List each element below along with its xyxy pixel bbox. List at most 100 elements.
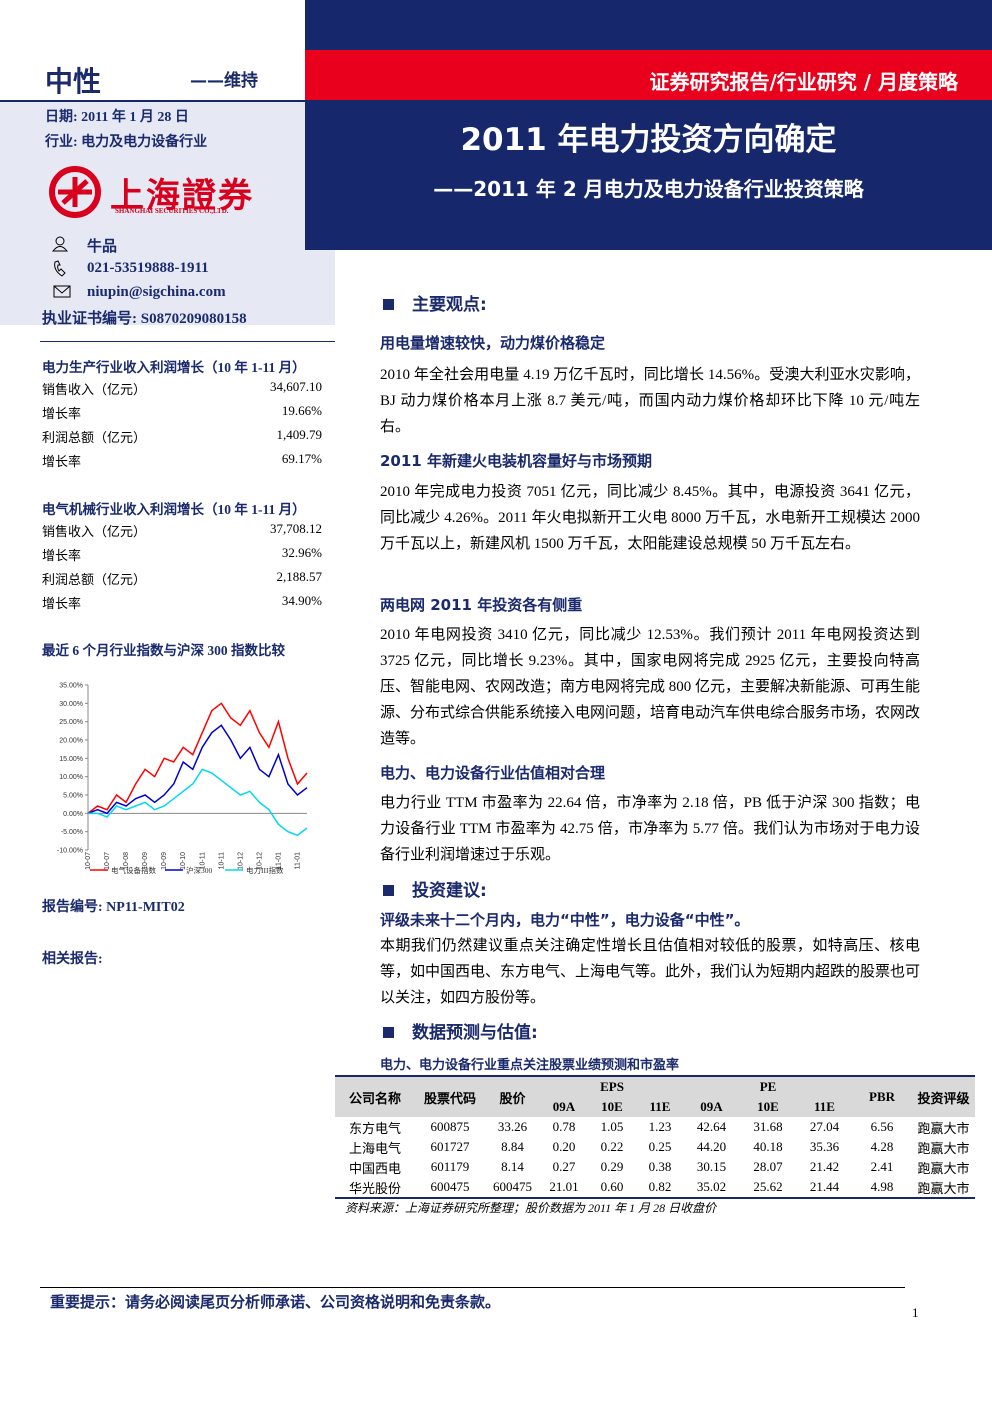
x-tick-label: 10-08 bbox=[123, 852, 130, 870]
logo-en: SHANGHAI SECURITIES CO.,LTD. bbox=[115, 207, 229, 215]
data-row: 上海电气 601727 8.84 0.20 0.22 0.25 44.20 40.18 35.3… bbox=[335, 1137, 975, 1157]
y-tick-label: 15.00% bbox=[59, 756, 83, 763]
cell: 25.62 bbox=[753, 1179, 783, 1194]
cell: 0.20 bbox=[552, 1139, 576, 1154]
cell: 0.78 bbox=[552, 1119, 576, 1134]
subheading: 电力、电力设备行业估值相对合理 bbox=[380, 764, 606, 782]
cell: 6.56 bbox=[870, 1119, 894, 1134]
heading-text: 主要观点: bbox=[412, 295, 487, 315]
cell: 0.60 bbox=[600, 1179, 624, 1194]
paragraph: 2010 年电网投资 3410 亿元，同比减少 12.53%。我们预计 2011… bbox=[380, 627, 921, 747]
paragraph: 电力行业 TTM 市盈率为 22.64 倍，市净率为 2.18 倍，PB 低于沪… bbox=[380, 795, 920, 863]
cell: 上海电气 bbox=[348, 1140, 401, 1156]
bullet bbox=[383, 1027, 394, 1038]
x-tick-label: 10-07 bbox=[104, 852, 111, 870]
row-label: 增长率 bbox=[42, 406, 82, 421]
y-tick-label: -10.00% bbox=[57, 848, 83, 855]
page-number: 1 bbox=[912, 1305, 919, 1320]
row-value: 34.90% bbox=[281, 593, 322, 608]
row-value: 1,409.79 bbox=[276, 427, 323, 442]
cell: 21.42 bbox=[809, 1159, 840, 1174]
analyst: 牛品 bbox=[87, 239, 118, 255]
rule bbox=[40, 341, 335, 342]
cell: 42.64 bbox=[696, 1119, 727, 1134]
cell: 33.26 bbox=[497, 1119, 528, 1134]
chart: -10.00% -5.00% 0.00% 5.00% 10.00% 15.00% 20.00… bbox=[57, 683, 308, 875]
rule bbox=[40, 1287, 905, 1288]
heading-text: 数据预测与估值: bbox=[412, 1023, 538, 1043]
cell: 600875 bbox=[430, 1119, 470, 1134]
table-title: 电力、电力设备行业重点关注股票业绩预测和市盈率 bbox=[380, 1058, 680, 1073]
cell: 601727 bbox=[430, 1139, 470, 1154]
y-tick-label: 20.00% bbox=[59, 738, 83, 745]
cell: 跑赢大市 bbox=[917, 1140, 970, 1156]
row-value: 2,188.57 bbox=[276, 569, 323, 584]
cell: 跑赢大市 bbox=[917, 1160, 970, 1176]
row-value: 19.66% bbox=[281, 403, 322, 418]
table-title: 电力生产行业收入利润增长（10 年 1-11 月） bbox=[42, 360, 306, 375]
table-title: 电气机械行业收入利润增长（10 年 1-11 月） bbox=[42, 502, 306, 517]
rule bbox=[0, 100, 305, 102]
x-tick-label: 10-11 bbox=[218, 852, 225, 869]
cell: 35.02 bbox=[696, 1179, 727, 1194]
cell: 30.15 bbox=[696, 1159, 727, 1174]
cell: 中国西电 bbox=[348, 1160, 401, 1176]
series-line bbox=[87, 724, 308, 815]
y-tick-label: 35.00% bbox=[59, 683, 83, 690]
y-tick-label: 5.00% bbox=[63, 793, 83, 800]
header-cell: 股价 bbox=[499, 1090, 526, 1106]
row-label: 增长率 bbox=[42, 454, 82, 469]
header-cell: 投资评级 bbox=[917, 1090, 970, 1106]
cell: 2.41 bbox=[870, 1159, 894, 1174]
subheading: 两电网 2011 年投资各有侧重 bbox=[380, 596, 583, 614]
legend-label: 电力III指数 bbox=[246, 865, 284, 875]
data-row: 东方电气 600875 33.26 0.78 1.05 1.23 42.64 31.68 27.… bbox=[335, 1117, 975, 1137]
bullet bbox=[383, 299, 394, 310]
notice: 重要提示：请务必阅读尾页分析师承诺、公司资格说明和免责条款。 bbox=[50, 1295, 501, 1311]
x-tick-label: 10-12 bbox=[256, 852, 263, 870]
subheader-cell: 10E bbox=[757, 1099, 779, 1114]
bullet bbox=[383, 885, 394, 896]
subheader-cell: 11E bbox=[814, 1099, 835, 1114]
cell: 601179 bbox=[430, 1159, 470, 1174]
rating-change: ——维持 bbox=[190, 71, 258, 91]
cell: 21.01 bbox=[549, 1179, 579, 1194]
header-cell: 股票代码 bbox=[423, 1090, 476, 1106]
x-tick-label: 11-01 bbox=[294, 852, 301, 869]
subheading: 2011 年新建火电装机容量好与市场预期 bbox=[380, 452, 652, 470]
row-value: 69.17% bbox=[281, 451, 322, 466]
report-type: 证券研究报告/行业研究 / 月度策略 bbox=[649, 70, 958, 94]
red-bar bbox=[305, 50, 992, 100]
cell: 35.36 bbox=[809, 1139, 840, 1154]
row-label: 增长率 bbox=[42, 596, 82, 611]
report-no: 报告编号: NP11-MIT02 bbox=[42, 900, 185, 915]
cell: 8.14 bbox=[501, 1159, 524, 1174]
subheader-cell: 09A bbox=[700, 1099, 723, 1114]
series-line bbox=[88, 768, 308, 837]
data-row: 华光股份 600475 600475 21.01 0.60 0.82 35.02 25.62 2… bbox=[335, 1177, 975, 1198]
row-label: 销售收入（亿元） bbox=[42, 524, 147, 539]
header-cell: PE bbox=[759, 1079, 777, 1094]
cell: 0.22 bbox=[600, 1139, 624, 1154]
section-heading: 数据预测与估值: bbox=[383, 1018, 538, 1043]
subheader-cell: 09A bbox=[552, 1099, 576, 1114]
cell: 跑赢大市 bbox=[917, 1180, 970, 1196]
cell: 0.27 bbox=[552, 1159, 576, 1174]
cell: 跑赢大市 bbox=[917, 1120, 970, 1136]
row-label: 销售收入（亿元） bbox=[42, 382, 147, 397]
header-cell: 公司名称 bbox=[348, 1090, 401, 1106]
header-cell: PBR bbox=[869, 1089, 895, 1104]
legend-label: 沪深300 bbox=[186, 865, 212, 875]
section-heading: 主要观点: bbox=[383, 290, 487, 315]
header-row: 公司名称 股票代码 股价 EPS PE PBR 投资评级 bbox=[335, 1076, 975, 1106]
paragraph: 本期我们仍然建议重点关注确定性增长且估值相对较低的股票，如特高压、核电等，如中国… bbox=[380, 938, 921, 1006]
x-tick-label: 10-09 bbox=[161, 852, 168, 870]
cell: 31.68 bbox=[753, 1119, 783, 1134]
industry: 行业: 电力及电力设备行业 bbox=[45, 135, 208, 150]
cell: 0.82 bbox=[648, 1179, 672, 1194]
banner bbox=[305, 0, 992, 250]
cell: 4.98 bbox=[870, 1179, 894, 1194]
cell: 1.05 bbox=[600, 1119, 624, 1134]
subtitle: ——2011 年 2 月电力及电力设备行业投资策略 bbox=[433, 177, 864, 201]
